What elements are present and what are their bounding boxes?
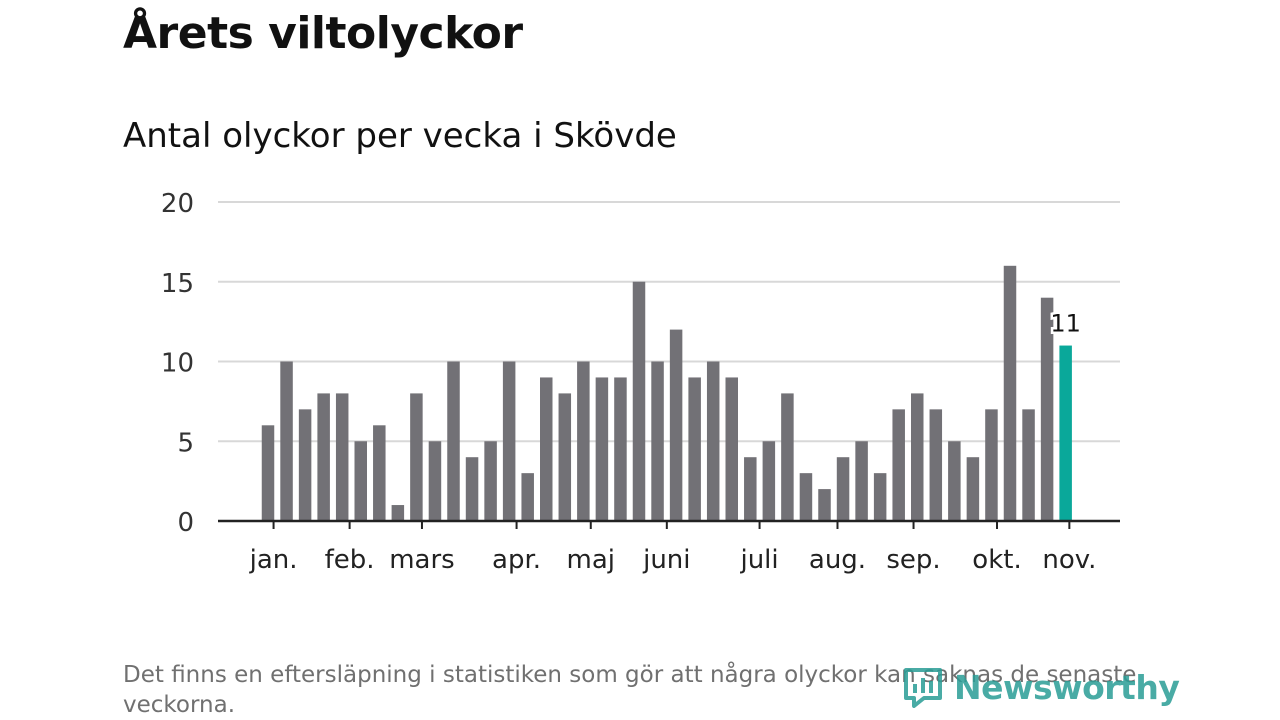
highlighted-bar — [1059, 345, 1072, 521]
bar — [781, 393, 794, 521]
footnote: Det finns en eftersläpning i statistiken… — [123, 662, 1137, 718]
x-tick-label: juni — [642, 545, 690, 575]
bar — [558, 393, 572, 521]
bar — [632, 281, 646, 521]
newsworthy-logo: Newsworthy — [902, 666, 1180, 708]
bar — [762, 441, 776, 521]
x-tick-label: sep. — [886, 545, 940, 575]
y-tick-label: 20 — [161, 189, 194, 219]
bar — [391, 505, 405, 521]
bar — [465, 457, 479, 521]
highlight-data-label: 11 — [1050, 310, 1081, 338]
newsworthy-logo-icon — [904, 668, 942, 708]
bar — [669, 329, 683, 521]
bar — [706, 361, 720, 521]
bar — [855, 441, 868, 521]
bar — [614, 377, 627, 521]
bar — [317, 393, 330, 521]
y-tick-label: 15 — [161, 269, 194, 299]
bar — [799, 473, 813, 521]
bar — [447, 361, 460, 521]
bar — [335, 393, 349, 521]
bar — [688, 377, 701, 521]
x-tick-label: nov. — [1042, 545, 1096, 575]
bar — [873, 473, 887, 521]
x-tick-label: aug. — [809, 545, 866, 575]
x-tick-label: mars — [389, 545, 455, 575]
bar — [725, 377, 738, 521]
bar — [354, 441, 367, 521]
bar — [1040, 297, 1054, 521]
x-tick-label: jan. — [249, 545, 298, 575]
x-tick-label: okt. — [972, 545, 1021, 575]
x-tick-label: maj — [567, 545, 615, 575]
bar — [836, 457, 850, 521]
bar — [540, 377, 553, 521]
x-tick-label: juli — [739, 545, 778, 575]
bar — [373, 425, 386, 521]
bar — [484, 441, 497, 521]
chart-title: Årets viltolyckor — [123, 8, 523, 59]
bar — [744, 457, 757, 521]
bar — [280, 361, 293, 521]
bar — [818, 489, 831, 521]
bar — [428, 441, 442, 521]
bar — [948, 441, 961, 521]
bar — [1003, 265, 1017, 521]
x-tick-label: feb. — [325, 545, 375, 575]
chart-subtitle: Antal olyckor per vecka i Skövde — [123, 116, 677, 156]
bar — [521, 473, 534, 521]
bar — [261, 425, 275, 521]
bar — [1022, 409, 1035, 521]
bar — [651, 361, 664, 521]
bar — [985, 409, 998, 521]
bar — [966, 457, 980, 521]
y-tick-label: 0 — [177, 508, 194, 538]
y-tick-label: 5 — [177, 428, 194, 458]
bar — [892, 409, 905, 521]
bar — [595, 377, 609, 521]
bar — [929, 409, 943, 521]
bar — [577, 361, 590, 521]
newsworthy-logo-text: Newsworthy — [954, 667, 1180, 707]
x-tick-label: apr. — [492, 545, 541, 575]
bar — [502, 361, 516, 521]
bar — [911, 393, 924, 521]
bar — [298, 409, 312, 521]
y-tick-label: 10 — [161, 349, 194, 379]
bar — [410, 393, 423, 521]
